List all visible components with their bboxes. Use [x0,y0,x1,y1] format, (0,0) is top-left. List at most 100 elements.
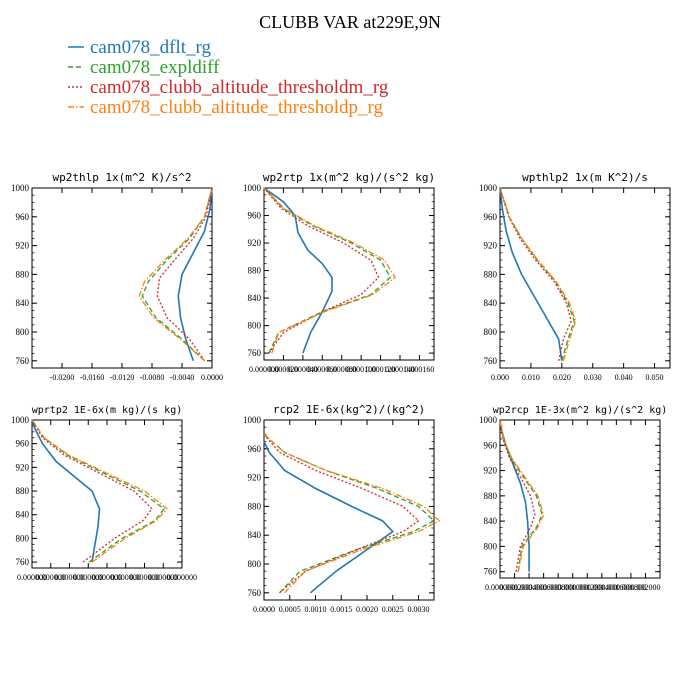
legend-entry: cam078_dflt_rg [90,37,212,58]
x-tick-label: 0.0005 [279,605,301,614]
panel-6: wp2rcp 1E-3x(m^2 kg)/(s^2 kg) 760 800 840 88… [479,405,667,592]
x-tick-label: 0.000 [491,373,509,382]
series-line-cam078_clubb_altitude_thresholdp_rg [499,419,545,572]
x-tick-label: 0.000060 [307,365,337,374]
panel-1: wp2thlp 1x(m^2 K)/s^2 760 800 840 880 920 960 1… [11,171,223,382]
panels: wp2thlp 1x(m^2 K)/s^2 760 800 840 880 920 960 1… [11,171,671,614]
y-tick-label: 880 [248,501,262,511]
x-tick-label: 0.000000 [55,573,85,582]
y-tick-label: 800 [248,559,262,569]
x-tick-label: 0.000000 [73,573,103,582]
x-tick-label: -0.0040 [170,373,195,382]
y-tick-label: 880 [16,269,30,279]
y-tick-label: 920 [484,466,498,476]
x-tick-label: 0.000600 [529,583,559,592]
y-tick-label: 920 [16,241,30,251]
series-line-cam078_dflt_rg [177,187,213,362]
plot-frame [263,419,435,601]
y-tick-label: 960 [248,444,262,454]
panel-title: wprtp2 1E-6x(m kg)/(s kg) [32,405,183,416]
panel-4: wprtp2 1E-6x(m kg)/(s kg) 760 800 840 880 920… [11,405,197,582]
y-tick-label: 840 [16,510,30,520]
panel-title: rcp2 1E-6x(kg^2)/(kg^2) [273,403,425,416]
y-tick-label: 880 [248,266,262,276]
x-tick-label: 0.020 [553,373,571,382]
x-tick-label: 0.000100 [346,365,376,374]
y-tick-label: 960 [16,212,30,222]
y-tick-label: 960 [16,439,30,449]
x-tick-label: 0.0000 [201,373,223,382]
series-line-cam078_clubb_altitude_thresholdp_rg [138,187,213,362]
x-tick-label: 0.010 [522,373,540,382]
plot-frame [263,187,435,361]
series-line-cam078_expldiff [141,187,213,362]
y-tick-label: 1000 [479,183,498,193]
series-line-cam078_clubb_altitude_thresholdp_rg [263,187,396,354]
y-tick-label: 840 [484,516,498,526]
x-tick-label: -0.0200 [50,373,75,382]
y-tick-label: 920 [248,473,262,483]
y-tick-label: 1000 [479,415,498,425]
legend-entry: cam078_expldiff [90,57,220,78]
y-tick-label: 880 [484,491,498,501]
y-tick-label: 840 [248,293,262,303]
x-tick-label: 0.000080 [327,365,357,374]
plot-frame [499,187,671,369]
x-tick-label: 0.0010 [305,605,327,614]
x-tick-label: 0.000200 [500,583,530,592]
y-tick-label: 920 [16,462,30,472]
y-tick-label: 800 [16,533,30,543]
x-tick-label: 0.000000 [148,573,178,582]
y-tick-label: 840 [248,530,262,540]
y-tick-label: 1000 [11,183,30,193]
x-tick-label: 0.040 [615,373,633,382]
y-tick-label: 840 [16,298,30,308]
plot-frame [31,187,213,369]
series-line-cam078_clubb_altitude_thresholdm_rg [499,187,572,361]
y-tick-label: 840 [484,298,498,308]
y-tick-label: 880 [16,486,30,496]
x-tick-label: 0.000400 [514,583,544,592]
x-tick-label: 0.000040 [288,365,318,374]
series-line-cam078_clubb_altitude_thresholdm_rg [263,433,420,594]
panel-5: rcp2 1E-6x(kg^2)/(kg^2) 760 800 840 880 920 96… [243,403,440,614]
y-tick-label: 1000 [243,183,262,193]
series-line-cam078_expldiff [263,433,435,594]
x-tick-label: 0.000000 [17,573,47,582]
y-tick-label: 800 [484,327,498,337]
panel-title: wp2rtp 1x(m^2 kg)/(s^2 kg) [263,171,435,184]
y-tick-label: 760 [248,588,262,598]
series-line-cam078_clubb_altitude_thresholdp_rg [31,419,168,563]
series-line-cam078_clubb_altitude_thresholdm_rg [156,187,213,362]
y-tick-label: 960 [484,212,498,222]
x-tick-label: 0.000120 [366,365,396,374]
x-tick-label: 0.000000 [485,583,515,592]
series-line-cam078_dflt_rg [263,441,394,594]
x-tick-label: -0.0080 [140,373,165,382]
panel-3: wpthlp2 1x(m K^2)/s 760 800 840 880 920 960 100… [479,171,671,382]
series-line-cam078_expldiff [499,419,543,572]
x-tick-label: -0.0120 [110,373,135,382]
x-tick-label: -0.0160 [80,373,105,382]
panel-title: wp2rcp 1E-3x(m^2 kg)/(s^2 kg) [493,405,668,416]
x-tick-label: 0.000000 [167,573,197,582]
series-line-cam078_dflt_rg [499,187,563,361]
x-tick-label: 0.002000 [630,583,660,592]
x-tick-label: 0.000000 [36,573,66,582]
y-tick-label: 920 [248,238,262,248]
x-tick-label: 0.001600 [601,583,631,592]
legend-entry: cam078_clubb_altitude_thresholdp_rg [90,97,384,118]
x-tick-label: 0.000000 [249,365,279,374]
y-tick-label: 760 [484,567,498,577]
figure-title: CLUBB VAR at229E,9N [259,12,441,32]
series-line-cam078_clubb_altitude_thresholdm_rg [499,419,536,572]
x-tick-label: 0.000160 [404,365,434,374]
y-tick-label: 760 [16,557,30,567]
panel-title: wpthlp2 1x(m K^2)/s [522,171,648,184]
panel-2: wp2rtp 1x(m^2 kg)/(s^2 kg) 760 800 840 880 92… [243,171,435,374]
x-tick-label: 0.000140 [385,365,415,374]
y-tick-label: 760 [484,356,498,366]
x-tick-label: 0.0000 [253,605,275,614]
series-line-cam078_clubb_altitude_thresholdp_rg [263,433,440,594]
